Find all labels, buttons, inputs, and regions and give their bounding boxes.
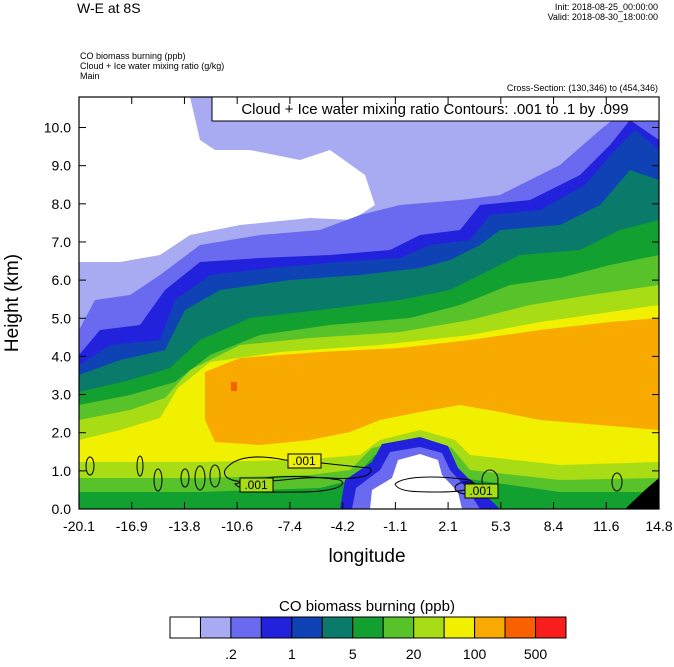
cloud-contour <box>209 464 221 488</box>
y-tick-label: 10.0 <box>44 120 71 136</box>
colorbar-swatch <box>504 616 537 639</box>
y-tick-label: 0.0 <box>52 501 72 517</box>
colorbar-swatch <box>535 616 567 639</box>
y-tick-label: 2.0 <box>52 425 72 441</box>
y-tick-label: 1.0 <box>52 463 72 479</box>
y-tick-label: 8.0 <box>52 196 72 212</box>
y-tick-label: 5.0 <box>52 310 72 326</box>
x-tick-label: -16.9 <box>116 518 148 534</box>
valid-time: Valid: 2018-08-30_18:00:00 <box>547 12 658 22</box>
cloud-contour <box>194 465 206 491</box>
band-white-upper <box>79 97 375 262</box>
colorbar-tick-label: 100 <box>463 646 487 662</box>
colorbar-swatch <box>352 616 384 639</box>
contour-label: .001 <box>469 484 493 498</box>
colorbar-labels: .2 1 5 20 100 500 <box>225 646 547 662</box>
y-tick-label: 7.0 <box>52 234 72 250</box>
variable-label-3: Main <box>80 71 100 81</box>
contour-label: .001 <box>244 478 268 492</box>
x-tick-label: -13.8 <box>168 518 200 534</box>
colorbar-swatch <box>382 616 415 639</box>
y-tick-label: 6.0 <box>52 272 72 288</box>
x-tick-label: 2.1 <box>438 518 458 534</box>
x-tick-label: -20.1 <box>63 518 95 534</box>
contour-label-box <box>239 477 274 493</box>
colorbar-tick-label: 20 <box>406 646 422 662</box>
colorbar-title: CO biomass burning (ppb) <box>279 598 455 615</box>
init-time: Init: 2018-08-25_00:00:00 <box>554 2 658 12</box>
colorbar-swatch <box>260 616 293 639</box>
colorbar-swatch <box>230 616 262 639</box>
cloud-contour <box>153 468 163 492</box>
x-tick-label: 14.8 <box>645 518 672 534</box>
x-tick-label: 11.6 <box>593 518 619 534</box>
cloud-contour <box>85 456 95 476</box>
colorbar-swatch <box>443 616 476 639</box>
colorbar-tick-label: 500 <box>524 646 548 662</box>
cloud-contour <box>611 472 623 492</box>
contour-label: .001 <box>292 454 316 468</box>
band-white-dome <box>370 454 462 509</box>
colorbar-tick-label: 1 <box>288 646 296 662</box>
band-orange <box>205 318 659 445</box>
terrain-block <box>625 478 659 509</box>
y-tick-label: 3.0 <box>52 387 72 403</box>
contour-label-box <box>287 453 322 469</box>
contour-info-box <box>211 96 660 122</box>
y-axis-label: Height (km) <box>2 254 23 352</box>
x-tick-label: 8.4 <box>544 518 564 534</box>
contour-label-box <box>464 483 499 499</box>
y-tick-label: 9.0 <box>52 158 72 174</box>
x-tick-label: -10.6 <box>221 518 253 534</box>
contour-label-group: .001 .001 .001 <box>239 453 499 499</box>
x-axis: -20.1 -16.9 -13.8 -10.6 -7.4 -4.2 -1.1 2.1 5.3 8.… <box>63 97 673 534</box>
contour-info-text: Cloud + Ice water mixing ratio Contours:… <box>241 101 628 118</box>
x-tick-label: -1.1 <box>383 518 407 534</box>
y-axis: 0.0 1.0 2.0 3.0 4.0 5.0 6.0 7.0 8.0 9.0 10.0 <box>44 120 659 517</box>
colorbar-swatch <box>169 616 201 639</box>
colorbar-swatch <box>199 616 232 639</box>
colorbar-swatch <box>321 616 354 639</box>
x-tick-label: -4.2 <box>331 518 355 534</box>
cross-section-label: Cross-Section: (130,346) to (454,346) <box>506 83 658 93</box>
variable-label-1: CO biomass burning (ppb) <box>80 51 186 61</box>
plot-title: W-E at 8S <box>77 0 141 16</box>
filled-contour-field <box>79 97 659 509</box>
band-red-orange <box>231 382 237 391</box>
y-tick-label: 4.0 <box>52 348 72 364</box>
colorbar-swatch <box>413 616 445 639</box>
colorbar-tick-label: 5 <box>349 646 357 662</box>
x-axis-label: longitude <box>328 546 405 567</box>
variable-label-2: Cloud + Ice water mixing ratio (g/kg) <box>80 61 225 71</box>
colorbar-swatch <box>474 616 506 639</box>
x-tick-label: -7.4 <box>278 518 302 534</box>
cloud-contour <box>180 468 190 488</box>
colorbar-tick-label: .2 <box>225 646 237 662</box>
x-tick-label: 5.3 <box>491 518 511 534</box>
cloud-contour <box>136 455 144 477</box>
colorbar <box>169 616 567 639</box>
colorbar-swatch <box>291 616 323 639</box>
